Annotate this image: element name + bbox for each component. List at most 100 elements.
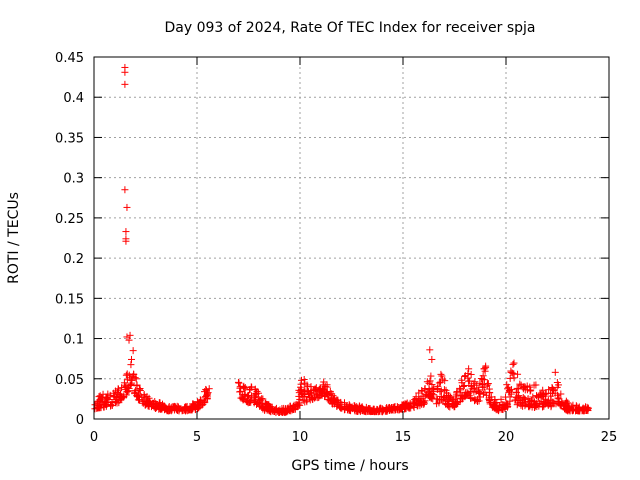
data-point <box>523 386 531 394</box>
data-point <box>564 407 572 415</box>
data-point <box>326 387 334 395</box>
data-point <box>426 377 434 385</box>
data-point <box>294 401 302 409</box>
data-point <box>564 399 572 407</box>
data-point <box>410 399 418 407</box>
data-point <box>584 404 592 412</box>
data-point <box>504 383 512 391</box>
data-point <box>485 385 493 393</box>
data-point <box>437 370 445 378</box>
data-point <box>402 405 410 413</box>
data-point <box>128 376 136 384</box>
data-point <box>370 405 378 413</box>
data-point <box>203 395 211 403</box>
data-point <box>445 395 453 403</box>
data-point <box>261 399 269 407</box>
data-point <box>121 186 129 194</box>
data-point <box>259 395 267 403</box>
data-point <box>235 379 243 387</box>
data-point <box>234 378 242 386</box>
data-point <box>266 407 274 415</box>
data-point <box>241 384 249 392</box>
axis-ticks <box>93 56 610 420</box>
data-point <box>441 377 449 385</box>
data-point <box>420 400 428 408</box>
data-point <box>465 377 473 385</box>
data-point <box>390 403 398 411</box>
data-point <box>516 380 524 388</box>
data-point <box>435 379 443 387</box>
data-point <box>236 388 244 396</box>
data-point <box>96 401 104 409</box>
data-point <box>329 392 337 400</box>
data-point <box>464 374 472 382</box>
data-point <box>321 382 329 390</box>
data-point <box>470 380 478 388</box>
data-point <box>453 398 461 406</box>
data-point <box>459 383 467 391</box>
data-point <box>359 405 367 413</box>
data-point <box>163 405 171 413</box>
x-tick-label: 20 <box>498 430 515 445</box>
data-point <box>341 399 349 407</box>
data-point <box>333 402 341 410</box>
data-point <box>549 386 557 394</box>
data-point <box>463 388 471 396</box>
data-point <box>514 370 522 378</box>
data-point <box>415 398 423 406</box>
data-point <box>273 407 281 415</box>
data-point <box>529 397 537 405</box>
data-point <box>575 404 583 412</box>
data-point <box>515 392 523 400</box>
data-point <box>126 331 134 339</box>
data-point <box>378 405 386 413</box>
data-point <box>535 394 543 402</box>
data-point <box>173 402 181 410</box>
data-point <box>482 391 490 399</box>
data-point <box>421 385 429 393</box>
y-tick-label: 0.2 <box>63 252 84 267</box>
data-point <box>121 68 129 76</box>
data-point <box>440 386 448 394</box>
data-point <box>461 373 469 381</box>
data-point <box>427 393 435 401</box>
data-point <box>507 368 515 376</box>
data-point <box>130 370 138 378</box>
data-point <box>555 395 563 403</box>
y-tick-labels: 0 0.05 0.1 0.15 0.2 0.25 0.3 0.35 0.4 0.45 <box>55 51 84 428</box>
data-point <box>532 381 540 389</box>
data-point <box>402 401 410 409</box>
data-point <box>467 370 475 378</box>
data-point <box>121 80 129 88</box>
data-point <box>456 384 464 392</box>
data-point <box>451 402 459 410</box>
data-point <box>348 403 356 411</box>
x-tick-label: 10 <box>292 430 309 445</box>
data-point <box>103 394 111 402</box>
data-point <box>122 391 130 399</box>
data-point <box>131 388 139 396</box>
data-point <box>243 393 251 401</box>
data-point <box>426 346 434 354</box>
data-point <box>579 406 587 414</box>
y-tick-label: 0.3 <box>63 172 84 187</box>
data-point <box>102 401 110 409</box>
data-point <box>508 369 516 377</box>
data-point <box>476 390 484 398</box>
data-point <box>122 237 130 245</box>
data-point <box>482 362 490 370</box>
data-point <box>436 388 444 396</box>
data-point <box>331 397 339 405</box>
data-point <box>467 394 475 402</box>
data-point <box>122 228 130 236</box>
data-point <box>123 203 131 211</box>
data-point <box>554 394 562 402</box>
data-point <box>287 407 295 415</box>
data-point <box>115 392 123 400</box>
data-point <box>460 382 468 390</box>
data-point <box>175 407 183 415</box>
data-point <box>252 390 260 398</box>
data-point <box>354 407 362 415</box>
y-tick-label: 0.15 <box>55 292 84 307</box>
data-point <box>438 372 446 380</box>
